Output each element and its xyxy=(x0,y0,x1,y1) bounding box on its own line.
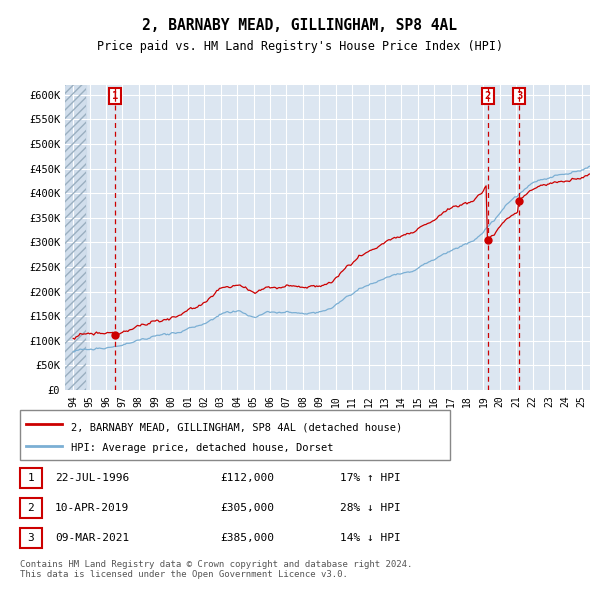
Text: 10-APR-2019: 10-APR-2019 xyxy=(55,503,129,513)
Bar xyxy=(65,85,86,390)
Text: £112,000: £112,000 xyxy=(220,473,274,483)
Text: 2: 2 xyxy=(28,503,34,513)
Text: 17% ↑ HPI: 17% ↑ HPI xyxy=(340,473,401,483)
Text: 3: 3 xyxy=(28,533,34,543)
Text: 14% ↓ HPI: 14% ↓ HPI xyxy=(340,533,401,543)
Text: 1: 1 xyxy=(112,91,118,101)
Bar xyxy=(65,85,86,390)
Text: 09-MAR-2021: 09-MAR-2021 xyxy=(55,533,129,543)
Text: 2, BARNABY MEAD, GILLINGHAM, SP8 4AL: 2, BARNABY MEAD, GILLINGHAM, SP8 4AL xyxy=(143,18,458,33)
Text: 2, BARNABY MEAD, GILLINGHAM, SP8 4AL (detached house): 2, BARNABY MEAD, GILLINGHAM, SP8 4AL (de… xyxy=(71,423,402,433)
Text: £385,000: £385,000 xyxy=(220,533,274,543)
Text: 3: 3 xyxy=(516,91,522,101)
Text: HPI: Average price, detached house, Dorset: HPI: Average price, detached house, Dors… xyxy=(71,443,334,453)
Text: 2: 2 xyxy=(485,91,491,101)
Text: Contains HM Land Registry data © Crown copyright and database right 2024.
This d: Contains HM Land Registry data © Crown c… xyxy=(20,560,412,579)
Text: Price paid vs. HM Land Registry's House Price Index (HPI): Price paid vs. HM Land Registry's House … xyxy=(97,40,503,53)
Text: 22-JUL-1996: 22-JUL-1996 xyxy=(55,473,129,483)
Text: £305,000: £305,000 xyxy=(220,503,274,513)
Text: 28% ↓ HPI: 28% ↓ HPI xyxy=(340,503,401,513)
Text: 1: 1 xyxy=(28,473,34,483)
